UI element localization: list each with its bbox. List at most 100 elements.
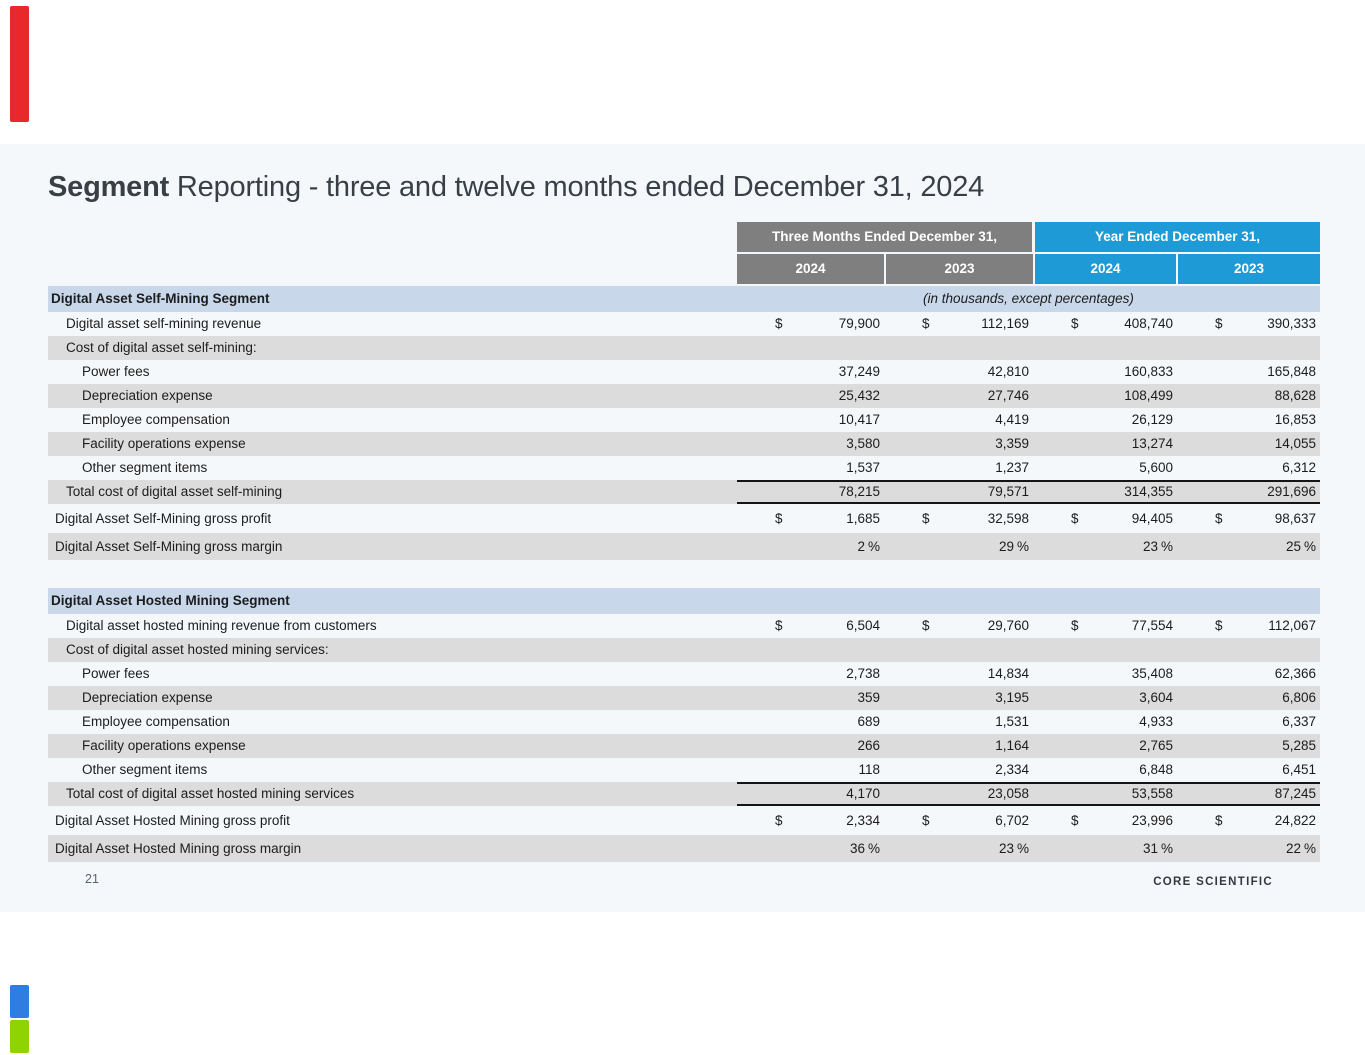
cell-value (884, 336, 1033, 360)
table-row: Employee compensation 10,417 4,419 26,129 16… (48, 408, 1320, 432)
cell-value: 1,164 (884, 734, 1033, 758)
dollar-sign: $ (775, 813, 783, 828)
value-text: 77,554 (1131, 618, 1173, 633)
value-text: 37,249 (838, 364, 880, 379)
cell-value: 5,285 (1177, 734, 1320, 758)
cell-value (1033, 336, 1177, 360)
cell-value: 1,237 (884, 456, 1033, 480)
row-label: Other segment items (82, 762, 208, 777)
cell-value: 36% (737, 835, 884, 862)
cell-value: 37,249 (737, 360, 884, 384)
value-text: 78,215 (838, 484, 880, 499)
cell-value (1033, 638, 1177, 662)
value-text: 25 (1285, 539, 1301, 554)
cell-value: 23% (1033, 533, 1177, 560)
value-text: 2 (857, 539, 865, 554)
cell-value: 78,215 (737, 480, 884, 504)
page-title: Segment Reporting - three and twelve mon… (48, 171, 984, 204)
table-row: Depreciation expense 25,432 27,746 108,499 8… (48, 384, 1320, 408)
value-text: 36 (849, 841, 865, 856)
table-row: Total cost of digital asset hosted minin… (48, 782, 1320, 806)
value-text: 390,333 (1267, 316, 1316, 331)
value-text: 6,451 (1282, 762, 1316, 777)
dollar-sign: $ (922, 511, 930, 526)
value-text: 4,170 (846, 786, 880, 801)
cell-value: 6,337 (1177, 710, 1320, 734)
row-label: Total cost of digital asset self-mining (66, 484, 283, 499)
cell-value: 1,537 (737, 456, 884, 480)
segment-header-row: Digital Asset Hosted Mining Segment (48, 588, 1320, 614)
row-label: Depreciation expense (82, 388, 213, 403)
cell-value: $112,169 (884, 312, 1033, 336)
col-header-3m-2023: 2023 (886, 254, 1033, 284)
row-label: Power fees (82, 666, 150, 681)
value-text: 291,696 (1267, 484, 1316, 499)
cell-value: 53,558 (1033, 782, 1177, 806)
table-row: Power fees 2,738 14,834 35,408 62,366 (48, 662, 1320, 686)
row-label: Digital Asset Self-Mining gross profit (55, 511, 272, 526)
cell-value: 314,355 (1033, 480, 1177, 504)
cell-value: 266 (737, 734, 884, 758)
cell-value: 13,274 (1033, 432, 1177, 456)
row-label: Cost of digital asset self-mining: (66, 340, 257, 355)
value-text: 23,058 (987, 786, 1029, 801)
cell-value: $6,702 (884, 806, 1033, 835)
percent-sign: % (1016, 539, 1029, 554)
value-text: 87,245 (1274, 786, 1316, 801)
cell-value: 6,312 (1177, 456, 1320, 480)
percent-sign: % (1303, 539, 1316, 554)
value-text: 4,419 (995, 412, 1029, 427)
table-row: Digital asset self-mining revenue $79,900… (48, 312, 1320, 336)
segment-header-label: Digital Asset Self-Mining Segment (51, 291, 270, 306)
cell-value: 359 (737, 686, 884, 710)
value-text: 10,417 (838, 412, 880, 427)
cell-value: 6,806 (1177, 686, 1320, 710)
value-text: 108,499 (1124, 388, 1173, 403)
cell-value (737, 638, 884, 662)
dollar-sign: $ (775, 316, 783, 331)
dollar-sign: $ (1071, 316, 1079, 331)
dollar-sign: $ (775, 511, 783, 526)
value-text: 98,637 (1274, 511, 1316, 526)
cell-value: 31% (1033, 835, 1177, 862)
value-text: 3,195 (995, 690, 1029, 705)
cell-value: 25,432 (737, 384, 884, 408)
dollar-sign: $ (922, 618, 930, 633)
dollar-sign: $ (1215, 316, 1223, 331)
cell-value: 160,833 (1033, 360, 1177, 384)
value-text: 6,337 (1282, 714, 1316, 729)
percent-sign: % (1016, 841, 1029, 856)
row-label: Digital Asset Hosted Mining gross margin (55, 841, 302, 856)
dollar-sign: $ (1071, 813, 1079, 828)
value-text: 23 (998, 841, 1014, 856)
row-label: Employee compensation (82, 714, 230, 729)
cell-value: 108,499 (1033, 384, 1177, 408)
segment-header-label: Digital Asset Hosted Mining Segment (51, 593, 290, 608)
cell-value: 14,834 (884, 662, 1033, 686)
table-body: Digital Asset Self-Mining Segment (in tho… (48, 286, 1320, 862)
value-text: 1,237 (995, 460, 1029, 475)
cell-value: 2,765 (1033, 734, 1177, 758)
value-text: 4,933 (1139, 714, 1173, 729)
cell-value: 88,628 (1177, 384, 1320, 408)
value-text: 6,702 (995, 813, 1029, 828)
table-row: Power fees 37,249 42,810 160,833 165,848 (48, 360, 1320, 384)
value-text: 112,169 (981, 316, 1029, 331)
cell-value: 118 (737, 758, 884, 782)
units-note: (in thousands, except percentages) (923, 291, 1134, 306)
cell-value: $112,067 (1177, 614, 1320, 638)
green-accent-bar (10, 1020, 29, 1053)
cell-value (1177, 638, 1320, 662)
table-row: Digital Asset Self-Mining gross margin 2%… (48, 533, 1320, 560)
table-row: Digital Asset Hosted Mining gross margin… (48, 835, 1320, 862)
value-text: 6,848 (1139, 762, 1173, 777)
cell-value: 4,933 (1033, 710, 1177, 734)
value-text: 24,822 (1274, 813, 1316, 828)
value-text: 160,833 (1124, 364, 1173, 379)
value-text: 16,853 (1274, 412, 1316, 427)
cell-value: 4,419 (884, 408, 1033, 432)
value-text: 6,504 (846, 618, 880, 633)
cell-value: 2% (737, 533, 884, 560)
cell-value: 27,746 (884, 384, 1033, 408)
cell-value: 6,451 (1177, 758, 1320, 782)
